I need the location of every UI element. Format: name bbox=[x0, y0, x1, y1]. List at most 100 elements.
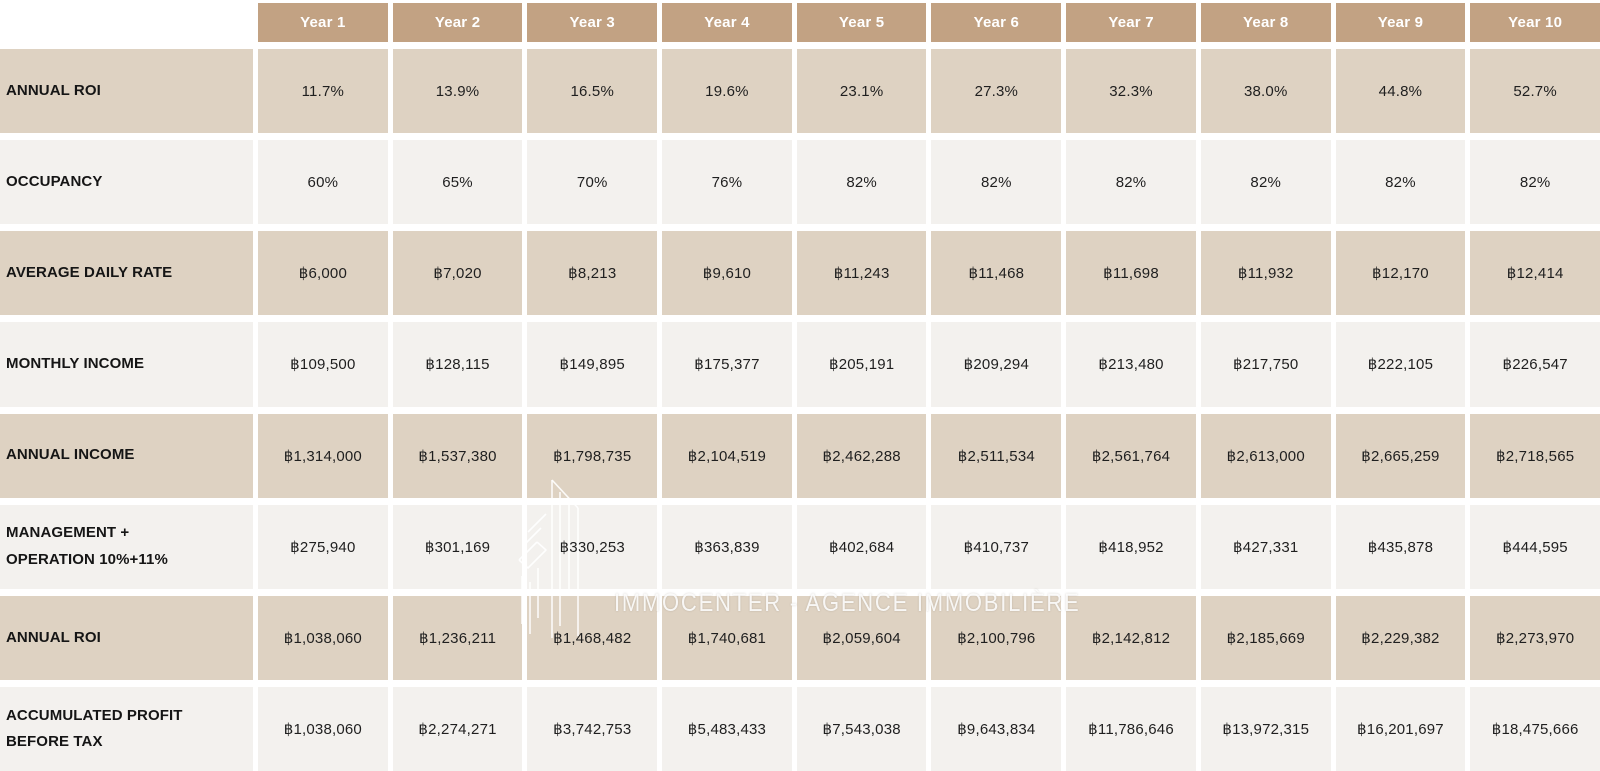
table-cell-row3-year6: ฿11,468 bbox=[931, 231, 1062, 316]
table-cell-row2-year7: 82% bbox=[1066, 140, 1196, 225]
table-cell-row8-year4: ฿5,483,433 bbox=[662, 686, 792, 771]
table-cell-row8-year2: ฿2,274,271 bbox=[392, 686, 523, 771]
table-cell-row6-year6: ฿410,737 bbox=[931, 504, 1062, 589]
table-cell-row1-year7: 32.3% bbox=[1066, 49, 1196, 134]
table-cell-row1-year4: 19.6% bbox=[662, 49, 792, 134]
table-cell-row7-year3: ฿1,468,482 bbox=[527, 595, 658, 680]
table-cell-row5-year5: ฿2,462,288 bbox=[796, 413, 927, 498]
table-cell-row7-year1: ฿1,038,060 bbox=[258, 595, 388, 680]
year-header-2: Year 2 bbox=[392, 3, 523, 42]
row-label-4: MONTHLY INCOME bbox=[0, 322, 253, 407]
table-cell-row2-year2: 65% bbox=[392, 140, 523, 225]
table-cell-row1-year9: 44.8% bbox=[1335, 49, 1466, 134]
table-cell-row4-year8: ฿217,750 bbox=[1200, 322, 1331, 407]
table-cell-row2-year8: 82% bbox=[1200, 140, 1331, 225]
table-cell-row2-year5: 82% bbox=[796, 140, 927, 225]
table-cell-row7-year2: ฿1,236,211 bbox=[392, 595, 523, 680]
table-cell-row3-year8: ฿11,932 bbox=[1200, 231, 1331, 316]
table-cell-row4-year5: ฿205,191 bbox=[796, 322, 927, 407]
table-cell-row7-year10: ฿2,273,970 bbox=[1470, 595, 1600, 680]
table-cell-row5-year7: ฿2,561,764 bbox=[1066, 413, 1196, 498]
table-cell-row6-year10: ฿444,595 bbox=[1470, 504, 1600, 589]
table-cell-row1-year8: 38.0% bbox=[1200, 49, 1331, 134]
table-cell-row7-year8: ฿2,185,669 bbox=[1200, 595, 1331, 680]
table-cell-row4-year10: ฿226,547 bbox=[1470, 322, 1600, 407]
year-header-7: Year 7 bbox=[1066, 3, 1196, 42]
table-cell-row6-year5: ฿402,684 bbox=[796, 504, 927, 589]
table-cell-row4-year1: ฿109,500 bbox=[258, 322, 388, 407]
table-cell-row8-year6: ฿9,643,834 bbox=[931, 686, 1062, 771]
table-cell-row8-year5: ฿7,543,038 bbox=[796, 686, 927, 771]
table-cell-row1-year2: 13.9% bbox=[392, 49, 523, 134]
table-cell-row7-year4: ฿1,740,681 bbox=[662, 595, 792, 680]
table-cell-row6-year1: ฿275,940 bbox=[258, 504, 388, 589]
row-label-5: ANNUAL INCOME bbox=[0, 413, 253, 498]
table-cell-row3-year4: ฿9,610 bbox=[662, 231, 792, 316]
table-cell-row7-year5: ฿2,059,604 bbox=[796, 595, 927, 680]
table-cell-row8-year1: ฿1,038,060 bbox=[258, 686, 388, 771]
table-cell-row1-year5: 23.1% bbox=[796, 49, 927, 134]
year-header-4: Year 4 bbox=[662, 3, 792, 42]
table-cell-row2-year4: 76% bbox=[662, 140, 792, 225]
table-cell-row2-year6: 82% bbox=[931, 140, 1062, 225]
row-label-7: ANNUAL ROI bbox=[0, 595, 253, 680]
table-cell-row6-year4: ฿363,839 bbox=[662, 504, 792, 589]
projection-table: Year 1 Year 2 Year 3 Year 4 Year 5 Year 6 Year… bbox=[0, 3, 1600, 771]
table-cell-row6-year3: ฿330,253 bbox=[527, 504, 658, 589]
table-corner-cell bbox=[0, 3, 253, 42]
year-header-1: Year 1 bbox=[258, 3, 388, 42]
table-cell-row8-year8: ฿13,972,315 bbox=[1200, 686, 1331, 771]
table-cell-row6-year7: ฿418,952 bbox=[1066, 504, 1196, 589]
table-cell-row4-year4: ฿175,377 bbox=[662, 322, 792, 407]
table-cell-row2-year9: 82% bbox=[1335, 140, 1466, 225]
table-cell-row1-year6: 27.3% bbox=[931, 49, 1062, 134]
table-cell-row5-year10: ฿2,718,565 bbox=[1470, 413, 1600, 498]
table-cell-row4-year2: ฿128,115 bbox=[392, 322, 523, 407]
table-cell-row3-year3: ฿8,213 bbox=[527, 231, 658, 316]
table-cell-row7-year7: ฿2,142,812 bbox=[1066, 595, 1196, 680]
table-cell-row8-year10: ฿18,475,666 bbox=[1470, 686, 1600, 771]
table-cell-row1-year3: 16.5% bbox=[527, 49, 658, 134]
table-cell-row3-year7: ฿11,698 bbox=[1066, 231, 1196, 316]
table-cell-row6-year2: ฿301,169 bbox=[392, 504, 523, 589]
table-cell-row4-year3: ฿149,895 bbox=[527, 322, 658, 407]
table-cell-row1-year10: 52.7% bbox=[1470, 49, 1600, 134]
table-cell-row1-year1: 11.7% bbox=[258, 49, 388, 134]
table-cell-row5-year9: ฿2,665,259 bbox=[1335, 413, 1466, 498]
table-cell-row3-year1: ฿6,000 bbox=[258, 231, 388, 316]
table-cell-row2-year1: 60% bbox=[258, 140, 388, 225]
table-cell-row6-year8: ฿427,331 bbox=[1200, 504, 1331, 589]
table-cell-row7-year9: ฿2,229,382 bbox=[1335, 595, 1466, 680]
table-cell-row3-year5: ฿11,243 bbox=[796, 231, 927, 316]
table-cell-row5-year6: ฿2,511,534 bbox=[931, 413, 1062, 498]
table-cell-row5-year2: ฿1,537,380 bbox=[392, 413, 523, 498]
table-cell-row8-year9: ฿16,201,697 bbox=[1335, 686, 1466, 771]
row-label-1: ANNUAL ROI bbox=[0, 49, 253, 134]
table-cell-row5-year4: ฿2,104,519 bbox=[662, 413, 792, 498]
table-cell-row6-year9: ฿435,878 bbox=[1335, 504, 1466, 589]
table-cell-row5-year8: ฿2,613,000 bbox=[1200, 413, 1331, 498]
table-cell-row3-year2: ฿7,020 bbox=[392, 231, 523, 316]
table-cell-row5-year3: ฿1,798,735 bbox=[527, 413, 658, 498]
row-label-6: MANAGEMENT + OPERATION 10%+11% bbox=[0, 504, 253, 589]
table-cell-row4-year9: ฿222,105 bbox=[1335, 322, 1466, 407]
table-cell-row2-year10: 82% bbox=[1470, 140, 1600, 225]
year-header-6: Year 6 bbox=[931, 3, 1062, 42]
table-cell-row7-year6: ฿2,100,796 bbox=[931, 595, 1062, 680]
table-cell-row3-year10: ฿12,414 bbox=[1470, 231, 1600, 316]
table-cell-row5-year1: ฿1,314,000 bbox=[258, 413, 388, 498]
year-header-5: Year 5 bbox=[796, 3, 927, 42]
year-header-3: Year 3 bbox=[527, 3, 658, 42]
table-cell-row2-year3: 70% bbox=[527, 140, 658, 225]
row-label-8: ACCUMULATED PROFIT BEFORE TAX bbox=[0, 686, 253, 771]
year-header-8: Year 8 bbox=[1200, 3, 1331, 42]
year-header-10: Year 10 bbox=[1470, 3, 1600, 42]
table-cell-row8-year3: ฿3,742,753 bbox=[527, 686, 658, 771]
row-label-2: OCCUPANCY bbox=[0, 140, 253, 225]
table-cell-row4-year6: ฿209,294 bbox=[931, 322, 1062, 407]
table-cell-row8-year7: ฿11,786,646 bbox=[1066, 686, 1196, 771]
year-header-9: Year 9 bbox=[1335, 3, 1466, 42]
table-cell-row4-year7: ฿213,480 bbox=[1066, 322, 1196, 407]
row-label-3: AVERAGE DAILY RATE bbox=[0, 231, 253, 316]
